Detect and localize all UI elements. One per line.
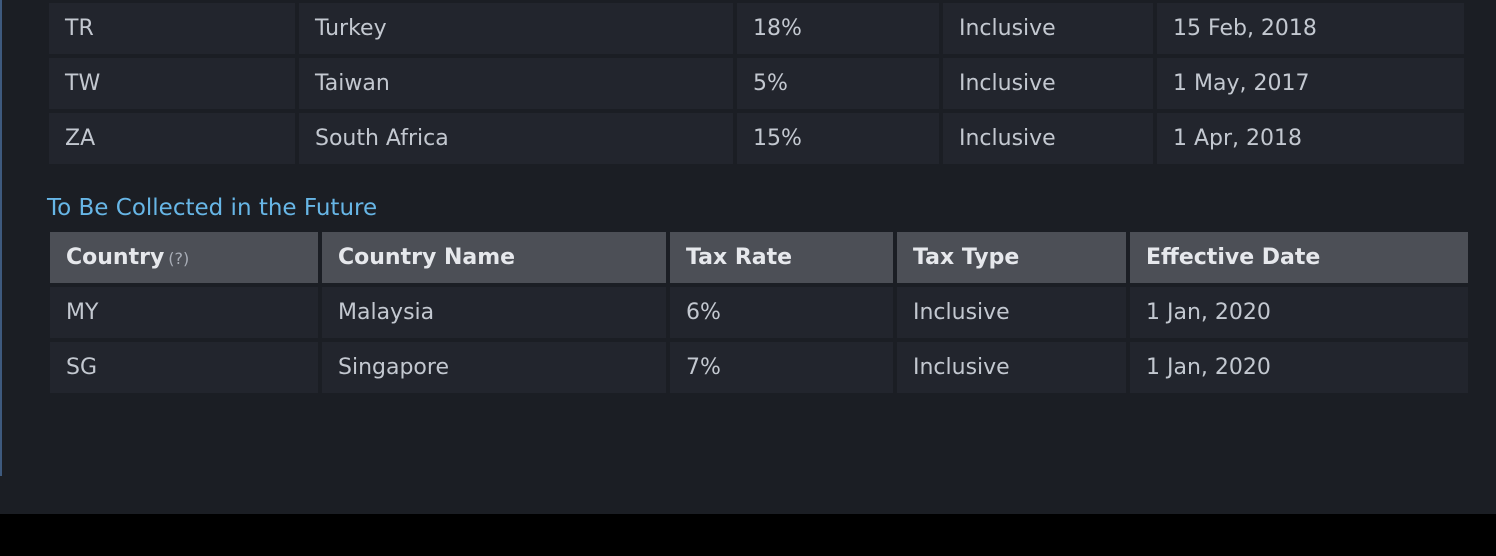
effective-date-cell: 1 Jan, 2020 <box>1130 342 1468 393</box>
tax-rate-cell: 15% <box>737 113 939 164</box>
country-code-cell: TR <box>49 3 295 54</box>
table-row: TW Taiwan 5% Inclusive 1 May, 2017 <box>49 58 1464 109</box>
tax-type-cell: Inclusive <box>943 58 1153 109</box>
table-row: SG Singapore 7% Inclusive 1 Jan, 2020 <box>50 342 1468 393</box>
tax-rate-cell: 18% <box>737 3 939 54</box>
effective-date-cell: 1 Apr, 2018 <box>1157 113 1464 164</box>
effective-date-cell: 1 May, 2017 <box>1157 58 1464 109</box>
content-panel: TR Turkey 18% Inclusive 15 Feb, 2018 TW … <box>0 0 1496 514</box>
country-name-cell: Turkey <box>299 3 733 54</box>
country-name-cell: Singapore <box>322 342 666 393</box>
country-name-cell: South Africa <box>299 113 733 164</box>
effective-date-cell: 1 Jan, 2020 <box>1130 287 1468 338</box>
future-section-title: To Be Collected in the Future <box>47 195 378 221</box>
table-header-row: Country (?) Country Name Tax Rate Tax Typ… <box>50 232 1468 283</box>
panel-left-border <box>0 0 2 476</box>
current-tax-table: TR Turkey 18% Inclusive 15 Feb, 2018 TW … <box>45 0 1468 168</box>
tax-type-column-header: Tax Type <box>897 232 1126 283</box>
table-row: ZA South Africa 15% Inclusive 1 Apr, 201… <box>49 113 1464 164</box>
country-column-header: Country (?) <box>50 232 318 283</box>
future-tax-table: Country (?) Country Name Tax Rate Tax Typ… <box>46 228 1472 397</box>
table-row: TR Turkey 18% Inclusive 15 Feb, 2018 <box>49 3 1464 54</box>
country-header-label: Country <box>66 245 165 270</box>
tax-type-cell: Inclusive <box>897 342 1126 393</box>
tax-type-cell: Inclusive <box>897 287 1126 338</box>
country-code-cell: SG <box>50 342 318 393</box>
tax-rate-cell: 6% <box>670 287 893 338</box>
effective-date-column-header: Effective Date <box>1130 232 1468 283</box>
country-help-hint[interactable]: (?) <box>168 249 190 268</box>
tax-rate-cell: 7% <box>670 342 893 393</box>
table-row: MY Malaysia 6% Inclusive 1 Jan, 2020 <box>50 287 1468 338</box>
tax-type-cell: Inclusive <box>943 3 1153 54</box>
effective-date-cell: 15 Feb, 2018 <box>1157 3 1464 54</box>
bottom-black-bar <box>0 514 1496 556</box>
country-name-cell: Taiwan <box>299 58 733 109</box>
country-code-cell: TW <box>49 58 295 109</box>
country-code-cell: ZA <box>49 113 295 164</box>
tax-rate-cell: 5% <box>737 58 939 109</box>
country-name-cell: Malaysia <box>322 287 666 338</box>
tax-rate-column-header: Tax Rate <box>670 232 893 283</box>
country-code-cell: MY <box>50 287 318 338</box>
country-name-column-header: Country Name <box>322 232 666 283</box>
tax-type-cell: Inclusive <box>943 113 1153 164</box>
